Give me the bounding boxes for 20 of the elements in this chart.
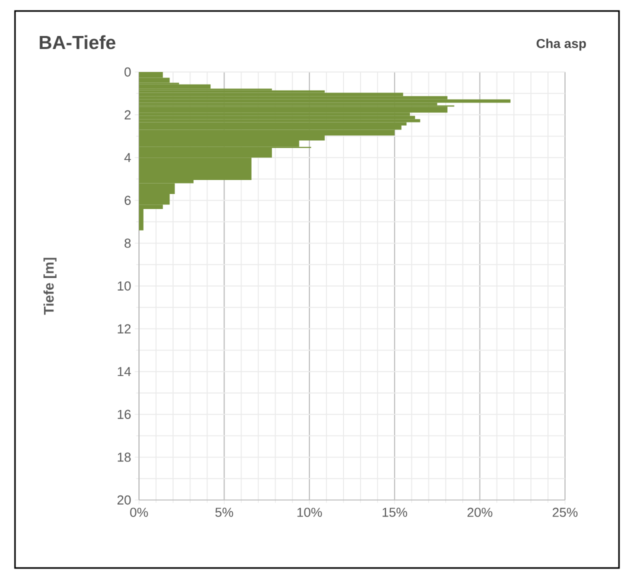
y-tick-label: 16	[118, 410, 131, 419]
chart-subtitle: Cha asp	[536, 38, 586, 51]
y-tick-label: 6	[124, 196, 131, 205]
x-tick-label: 5%	[215, 508, 234, 517]
y-tick-label: 14	[118, 367, 131, 376]
x-tick-label: 10%	[297, 508, 322, 517]
x-tick-label: 0%	[130, 508, 148, 517]
x-tick-label: 25%	[552, 508, 578, 517]
y-axis-title: Tiefe [m]	[44, 258, 57, 315]
x-tick-label: 20%	[468, 508, 492, 517]
y-tick-label: 4	[124, 153, 131, 162]
y-tick-label: 0	[124, 67, 131, 77]
chart-title: BA-Tiefe	[40, 35, 116, 50]
y-tick-label: 8	[124, 238, 131, 248]
y-tick-label: 10	[118, 281, 131, 291]
y-tick-label: 20	[117, 495, 131, 505]
x-tick-label: 15%	[382, 508, 408, 517]
y-tick-label: 18	[118, 452, 131, 462]
y-tick-label: 2	[124, 110, 131, 120]
y-tick-label: 12	[118, 324, 131, 334]
